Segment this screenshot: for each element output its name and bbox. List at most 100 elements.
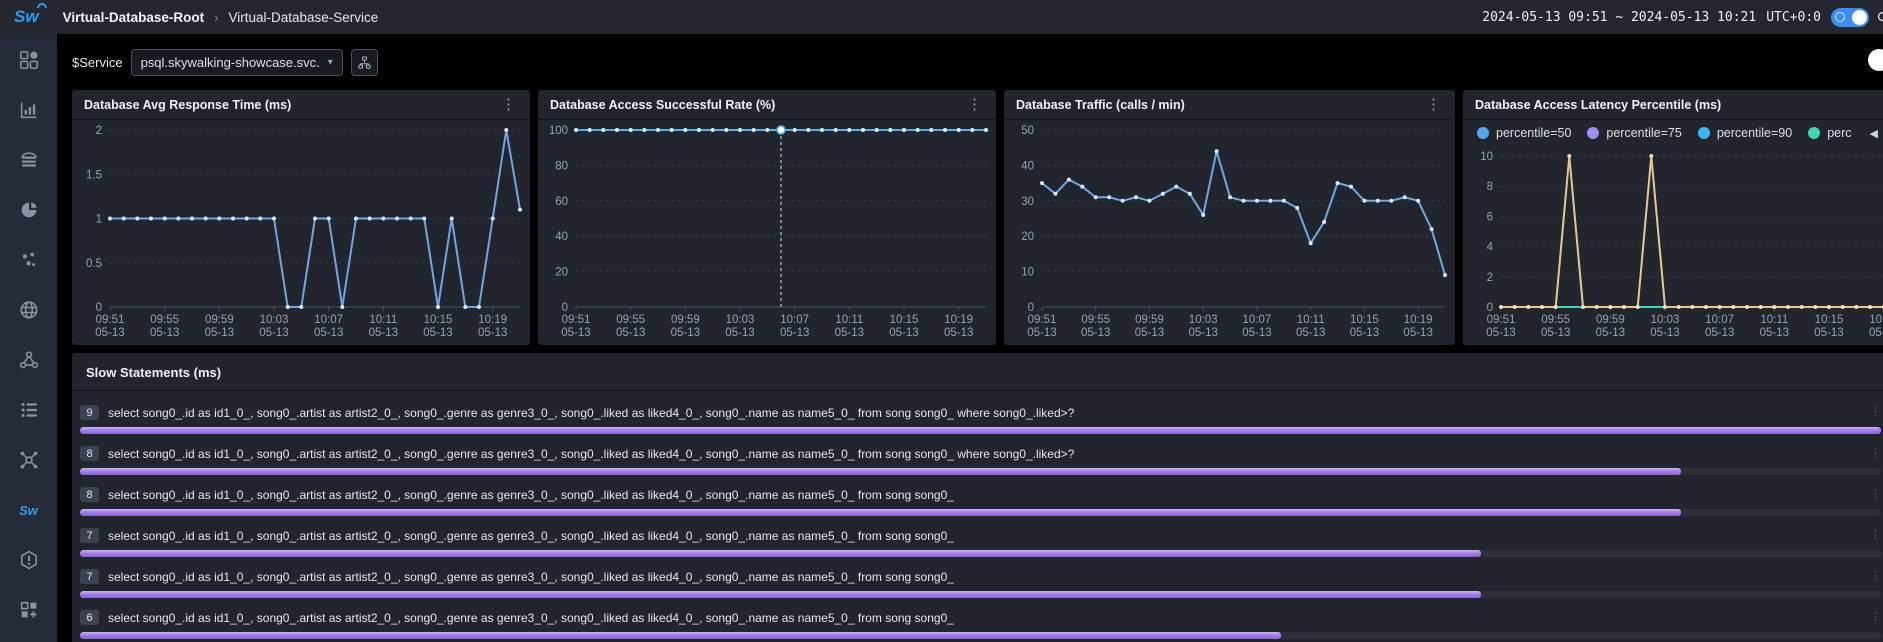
kebab-menu-icon[interactable]: ⋮ [963,95,986,114]
legend-item-perc[interactable]: perc [1808,126,1851,140]
legend-dot-icon [1587,127,1599,139]
traffic-chart[interactable]: 5040302010009:5105-1309:5505-1309:5905-1… [1004,120,1455,345]
database-icon [18,149,40,171]
service-label: $Service [72,55,123,70]
slow-statement-row[interactable]: 9select song0_.id as id1_0_, song0_.arti… [80,405,1883,434]
svg-text:09:51: 09:51 [562,314,591,326]
sidebar-item-grid-plus-icon[interactable] [17,598,41,622]
statement-sql-text: select song0_.id as id1_0_, song0_.artis… [108,611,954,625]
row-kebab-icon[interactable]: ⋮ [1870,610,1881,623]
row-kebab-icon[interactable]: ⋮ [1870,569,1881,582]
svg-text:09:51: 09:51 [1028,314,1057,326]
svg-text:10:19: 10:19 [944,314,973,326]
svg-text:10:07: 10:07 [1243,314,1272,326]
success-rate-chart[interactable]: 10080604020009:5105-1309:5505-1309:5905-… [538,120,996,345]
row-kebab-icon[interactable]: ⋮ [1870,446,1881,459]
statement-bar-track [80,550,1881,557]
row-kebab-icon[interactable]: ⋮ [1870,528,1881,541]
row-kebab-icon[interactable]: ⋮ [1870,487,1881,500]
slow-statement-row[interactable]: 8select song0_.id as id1_0_, song0_.arti… [80,446,1883,475]
sidebar-item-scatter-icon[interactable] [17,248,41,272]
svg-text:2: 2 [1487,272,1493,284]
breadcrumb-root[interactable]: Virtual-Database-Root [63,10,205,25]
statement-bar-fill [80,632,1281,639]
svg-text:05-13: 05-13 [1081,327,1110,339]
svg-text:40: 40 [1021,160,1034,172]
grid-plus-icon [18,599,40,621]
panel-title: Database Access Latency Percentile (ms) [1475,98,1721,112]
avg-response-time-chart[interactable]: 21.510.5009:5105-1309:5505-1309:5905-131… [72,120,530,345]
slow-statement-row[interactable]: 6select song0_.id as id1_0_, song0_.arti… [80,610,1883,639]
legend-item-percentile=90[interactable]: percentile=90 [1698,126,1792,140]
svg-text:05-13: 05-13 [1188,327,1217,339]
legend-item-percentile=75[interactable]: percentile=75 [1587,126,1681,140]
sidebar-item-alert-icon[interactable] [17,548,41,572]
breadcrumb-separator-icon: › [214,10,218,25]
svg-text:20: 20 [1021,231,1034,243]
slow-statements-list: 9select song0_.id as id1_0_, song0_.arti… [72,391,1883,642]
service-select[interactable]: psql.skywalking-showcase.svc. ▾ [131,49,343,76]
panel-latency-percentile: Database Access Latency Percentile (ms) … [1463,90,1883,345]
timezone-text: UTC+0:0 [1766,10,1821,25]
sidebar-item-database-icon[interactable] [17,148,41,172]
sidebar-item-globe-icon[interactable] [17,298,41,322]
charts-row: Database Avg Response Time (ms) ⋮ 21.510… [57,90,1883,345]
slow-statement-row[interactable]: 8select song0_.id as id1_0_, song0_.arti… [80,487,1883,516]
metrics-icon [18,99,40,121]
sidebar-item-skywalking-active-icon[interactable]: Sw [17,498,41,522]
svg-text:09:55: 09:55 [150,314,179,326]
legend-label: percentile=50 [1496,126,1571,140]
slow-statement-row[interactable]: 7select song0_.id as id1_0_, song0_.arti… [80,528,1883,557]
skywalking-logo[interactable]: Sw [14,7,39,27]
breadcrumb-current[interactable]: Virtual-Database-Service [228,10,378,25]
svg-text:6: 6 [1487,211,1493,223]
sidebar-item-topology-icon[interactable] [17,348,41,372]
statement-bar-track [80,427,1881,434]
topology-shortcut-button[interactable] [351,49,378,76]
kebab-menu-icon[interactable]: ⋮ [497,95,520,114]
svg-text:10:15: 10:15 [1815,314,1844,326]
svg-text:10:07: 10:07 [780,314,809,326]
svg-text:60: 60 [555,196,568,208]
time-range-text[interactable]: 2024-05-13 09:51 ~ 2024-05-13 10:21 [1482,10,1756,25]
toggle-knob [1852,10,1867,25]
sidebar-item-network-icon[interactable] [17,448,41,472]
statement-bar-fill [80,468,1681,475]
sidebar-item-dashboard-icon[interactable] [17,48,41,72]
row-kebab-icon[interactable]: ⋮ [1870,405,1881,418]
svg-text:05-13: 05-13 [944,327,973,339]
svg-text:10:15: 10:15 [424,314,453,326]
svg-text:50: 50 [1021,125,1034,137]
svg-text:05-13: 05-13 [780,327,809,339]
svg-text:05-13: 05-13 [369,327,398,339]
slow-statements-title: Slow Statements (ms) [72,363,1883,390]
sidebar-item-list-icon[interactable] [17,398,41,422]
svg-text:10: 10 [1480,151,1493,163]
svg-text:09:55: 09:55 [1541,314,1570,326]
auto-refresh-toggle[interactable] [1831,8,1869,27]
svg-text:05-13: 05-13 [1650,327,1679,339]
svg-text:1: 1 [96,214,102,226]
latency-percentile-chart[interactable]: 108642009:5105-1309:5505-1309:5905-1310:… [1463,146,1883,345]
svg-text:05-13: 05-13 [1541,327,1570,339]
sidebar-nav: Sw [0,34,57,642]
svg-text:0: 0 [562,302,568,314]
sidebar-item-metrics-icon[interactable] [17,98,41,122]
svg-text:10: 10 [1021,267,1034,279]
sidebar-item-pie-chart-icon[interactable] [17,198,41,222]
svg-text:05-13: 05-13 [1596,327,1625,339]
svg-text:09:59: 09:59 [205,314,234,326]
statement-bar-track [80,591,1881,598]
svg-text:10:03: 10:03 [1651,314,1680,326]
svg-text:05-13: 05-13 [835,327,864,339]
svg-text:10:07: 10:07 [1705,314,1734,326]
svg-text:05-13: 05-13 [1296,327,1325,339]
legend-item-percentile=50[interactable]: percentile=50 [1477,126,1571,140]
legend-prev-icon[interactable]: ◀ [1870,127,1878,140]
slow-statement-row[interactable]: 7select song0_.id as id1_0_, song0_.arti… [80,569,1883,598]
svg-text:05-13: 05-13 [314,327,343,339]
refresh-icon[interactable]: ⟳ [1877,8,1883,26]
floating-button-partial[interactable] [1868,49,1883,71]
kebab-menu-icon[interactable]: ⋮ [1422,95,1445,114]
legend-label: percentile=75 [1606,126,1681,140]
